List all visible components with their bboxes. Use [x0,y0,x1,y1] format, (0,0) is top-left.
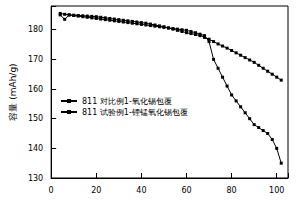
svg-text:180: 180 [28,25,43,34]
svg-text:150: 150 [28,114,43,123]
svg-text:80: 80 [227,186,237,195]
svg-text:811 试验例1-锂锰氧化锡包覆: 811 试验例1-锂锰氧化锡包覆 [82,108,188,117]
svg-text:170: 170 [28,55,43,64]
svg-text:160: 160 [28,85,43,94]
svg-text:20: 20 [91,186,101,195]
svg-text:130: 130 [28,174,43,183]
svg-text:811 对比例1-氧化锡包覆: 811 对比例1-氧化锡包覆 [82,97,172,106]
svg-text:100: 100 [269,186,284,195]
svg-text:140: 140 [28,144,43,153]
svg-text:40: 40 [136,186,146,195]
svg-text:60: 60 [181,186,191,195]
svg-text:0: 0 [49,186,54,195]
svg-text:容量 (mAh/g): 容量 (mAh/g) [8,63,18,120]
